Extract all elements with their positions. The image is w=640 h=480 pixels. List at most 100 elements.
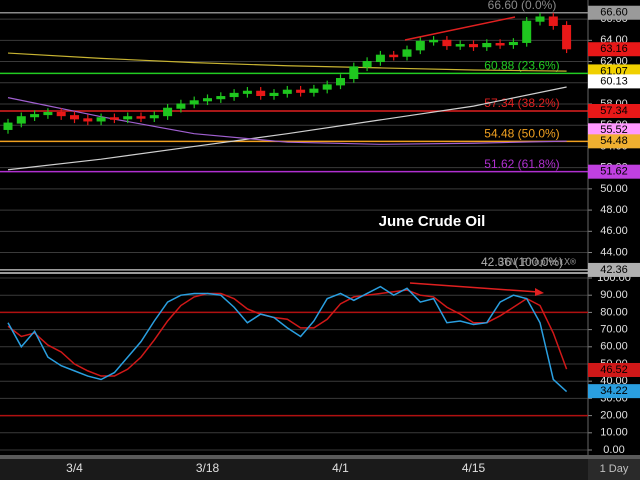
x-tick-label: 4/1 [332, 461, 349, 475]
candle-body [96, 117, 106, 122]
candle-body [309, 88, 319, 93]
fib-label: 60.88 (23.6%) [484, 59, 559, 73]
y-tick-label: 40.00 [600, 375, 628, 387]
candle-body [189, 100, 199, 105]
candle-body [136, 116, 146, 119]
candle-body [229, 92, 239, 98]
price-tag [588, 42, 640, 57]
marks-layer: 66.60 (0.0%) 60.88 (23.6%) 57.34 (38.2%) 54… [3, 0, 572, 393]
candle-body [562, 24, 572, 50]
candle-body [3, 122, 13, 130]
fib-label: 54.48 (50.0%) [484, 127, 559, 141]
candle-body [109, 117, 119, 120]
y-tick-label: 48.00 [600, 204, 628, 216]
candle-body [389, 54, 399, 58]
price-tag [588, 123, 640, 138]
price-tag-label: 54.48 [600, 135, 628, 147]
watermark: DTN ProphetX® [498, 257, 577, 268]
interval-label: 1 Day [600, 463, 629, 475]
y-tick-label: 70.00 [600, 324, 628, 336]
candle-body [203, 98, 212, 102]
candle-body [469, 44, 478, 48]
trend-annotation [404, 16, 516, 41]
candle-body [149, 115, 159, 119]
price-tag [588, 5, 640, 20]
candle-body [43, 111, 53, 116]
price-tag-label: 66.60 [600, 7, 628, 19]
candle-body [242, 90, 252, 94]
candle-body [30, 114, 40, 118]
candle-body [522, 20, 532, 43]
candle-body [163, 107, 173, 117]
price-tag-label: 55.52 [600, 124, 628, 136]
y-tick-label: 20.00 [600, 410, 628, 422]
price-tag [588, 362, 640, 377]
candle-body [216, 96, 226, 100]
price-tag-label: 34.22 [600, 385, 628, 397]
price-tag [588, 134, 640, 149]
y-tick-label: 80.00 [600, 306, 628, 318]
fib-label: 66.60 (0.0%) [488, 0, 557, 12]
candle-body [296, 89, 306, 93]
candle-body [402, 49, 412, 57]
y-tick-label: 90.00 [600, 289, 628, 301]
chart-title: June Crude Oil [379, 213, 486, 230]
price-tag [588, 384, 640, 399]
x-axis-band [0, 455, 640, 480]
candle-body [362, 61, 372, 68]
x-tick-label: 3/4 [66, 461, 83, 475]
price-tag-label: 63.16 [600, 43, 628, 55]
moving-average [7, 52, 567, 72]
y-tick-label: 50.00 [600, 183, 628, 195]
y-tick-label: 46.00 [600, 225, 628, 237]
candle-body [256, 90, 266, 96]
price-tag-label: 61.07 [600, 65, 628, 77]
candle-body [322, 84, 332, 90]
candle-body [535, 16, 545, 22]
candle-body [123, 116, 133, 120]
candle-body [56, 111, 66, 117]
price-tag [588, 262, 640, 277]
trend-annotation [409, 282, 539, 293]
y-tick-label: 60.00 [600, 341, 628, 353]
candle-body [83, 118, 93, 122]
x-axis-edge [0, 455, 640, 459]
price-tag-label: 51.62 [600, 166, 628, 178]
x-tick-label: 3/18 [196, 461, 220, 475]
candle-body [70, 115, 79, 120]
candle-body [336, 78, 345, 86]
indicator-line [7, 289, 568, 377]
price-tag-label: 60.13 [600, 75, 628, 87]
indicator-line [7, 285, 568, 393]
candle-body [349, 66, 359, 80]
price-tag-label: 42.36 [600, 264, 628, 276]
candle-body [176, 103, 186, 109]
y-tick-label: 44.00 [600, 246, 628, 258]
x-tick-label: 4/15 [462, 461, 486, 475]
price-tag [588, 74, 640, 89]
candle-body [282, 89, 292, 94]
candle-body [548, 16, 558, 26]
candle-body [16, 116, 26, 124]
y-tick-label: 10.00 [600, 427, 628, 439]
y-tick-label: 0.00 [603, 444, 624, 456]
price-tag [588, 103, 640, 118]
candle-body [455, 44, 465, 47]
candle-body [375, 54, 385, 63]
trend-arrowhead [535, 288, 544, 296]
fib-label: 42.36 (100.0%) [481, 255, 563, 269]
candle-body [269, 92, 279, 96]
fib-label: 57.34 (38.2%) [484, 96, 559, 110]
moving-average [7, 86, 567, 171]
candle-body [482, 43, 492, 48]
price-tag-label: 46.52 [600, 364, 628, 376]
candle-body [415, 40, 425, 51]
interval-box [588, 459, 640, 480]
candle-body [442, 39, 452, 47]
candle-body [495, 43, 505, 46]
fib-label: 51.62 (61.8%) [484, 157, 559, 171]
